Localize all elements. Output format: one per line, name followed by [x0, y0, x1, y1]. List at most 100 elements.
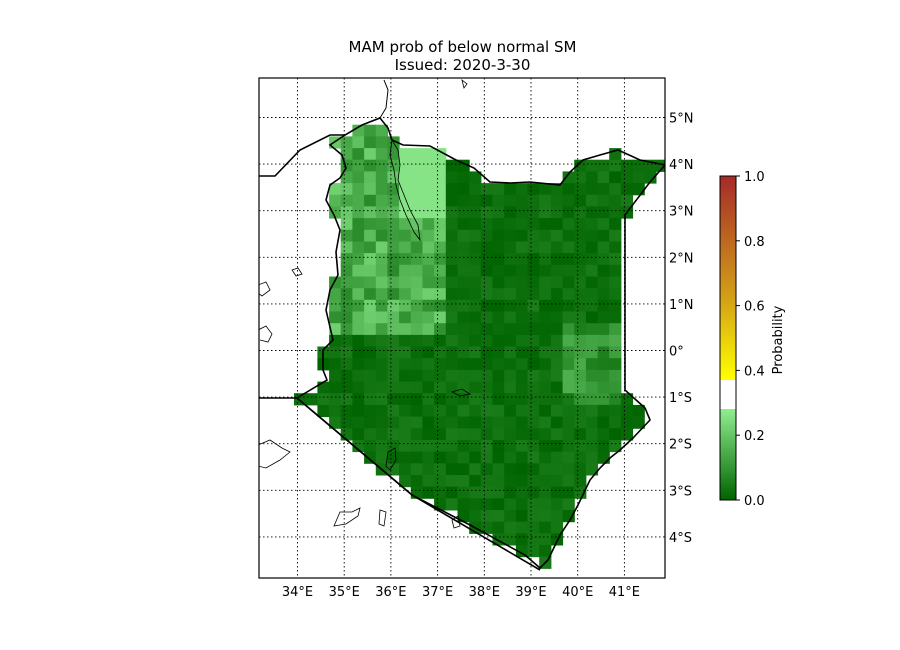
grid-cell — [352, 299, 365, 312]
grid-cell — [445, 428, 458, 441]
longitude-tick-label: 38°E — [469, 585, 500, 600]
grid-cell — [469, 264, 482, 277]
grid-cell — [562, 194, 575, 207]
grid-cell — [445, 498, 458, 511]
grid-cell — [422, 451, 435, 464]
grid-cell — [364, 159, 377, 172]
grid-cell — [527, 393, 540, 406]
grid-cell — [422, 148, 435, 161]
grid-cell — [480, 323, 493, 336]
grid-cell — [550, 451, 564, 464]
grid-cell — [609, 171, 622, 184]
grid-cell — [410, 428, 423, 441]
grid-cell — [329, 393, 342, 406]
grid-cell — [352, 124, 365, 137]
grid-cell — [445, 171, 458, 184]
grid-cell — [550, 206, 564, 219]
grid-cell — [492, 510, 505, 523]
grid-cell — [597, 194, 610, 207]
grid-cell — [422, 346, 435, 359]
grid-cell — [504, 299, 517, 312]
grid-cell — [434, 475, 447, 488]
grid-cell — [410, 346, 423, 359]
grid-cell — [410, 159, 423, 172]
grid-cell — [515, 323, 529, 336]
grid-cell — [469, 416, 482, 429]
grid-cell — [515, 498, 529, 511]
grid-cell — [469, 498, 482, 511]
grid-cell — [399, 183, 412, 196]
grid-cell — [422, 311, 435, 324]
latitude-tick-label: 3°S — [669, 484, 692, 499]
grid-cell — [539, 218, 552, 231]
grid-cell — [387, 183, 400, 196]
grid-cell — [434, 369, 447, 383]
lake-turkana-outline — [389, 138, 421, 242]
grid-cell — [434, 463, 447, 476]
grid-cell — [492, 358, 505, 371]
grid-cell — [515, 510, 529, 523]
grid-cell — [387, 358, 400, 371]
grid-cell — [457, 218, 470, 231]
grid-cell — [504, 498, 517, 511]
grid-cell — [562, 323, 575, 336]
grid-cell — [445, 206, 458, 219]
grid-cell — [457, 439, 470, 453]
grid-cell — [387, 299, 400, 312]
grid-cell — [539, 241, 552, 254]
grid-cell — [492, 404, 505, 418]
grid-cell — [457, 358, 470, 371]
grid-cell — [422, 334, 435, 348]
grid-cell — [632, 171, 645, 184]
grid-cell — [480, 498, 493, 511]
grid-cell — [539, 521, 552, 534]
grid-cell — [504, 393, 517, 406]
grid-cell — [492, 206, 505, 219]
grid-cell — [410, 369, 423, 383]
grid-cell — [585, 381, 599, 394]
grid-cell — [550, 521, 564, 534]
grid-cell — [457, 323, 470, 336]
grid-cell — [340, 159, 353, 172]
grid-cell — [480, 229, 493, 242]
grid-cell — [574, 206, 587, 219]
grid-cell — [585, 463, 599, 476]
grid-cell — [550, 218, 564, 231]
grid-cell — [550, 264, 564, 277]
grid-cell — [410, 241, 423, 254]
grid-cell — [469, 358, 482, 371]
grid-cell — [492, 253, 505, 266]
grid-cell — [434, 381, 447, 394]
grid-cell — [597, 229, 610, 242]
grid-cell — [585, 451, 599, 464]
grid-cell — [609, 369, 622, 383]
grid-cell — [550, 194, 564, 207]
grid-cell — [515, 264, 529, 277]
grid-cell — [364, 171, 377, 184]
lake-outline — [333, 507, 361, 527]
grid-cell — [329, 323, 342, 336]
grid-cell — [585, 183, 599, 196]
grid-cell — [504, 463, 517, 476]
grid-cell — [399, 288, 412, 301]
grid-cell — [445, 299, 458, 312]
grid-cell — [574, 334, 587, 348]
grid-cell — [410, 276, 423, 289]
grid-cell — [585, 393, 599, 406]
grid-cell — [340, 428, 353, 441]
grid-cell — [364, 124, 377, 137]
grid-cell — [492, 323, 505, 336]
grid-cell — [620, 183, 634, 196]
grid-cell — [620, 159, 634, 172]
grid-cell — [352, 416, 365, 429]
grid-cell — [480, 475, 493, 488]
grid-cell — [562, 475, 575, 488]
grid-cell — [527, 346, 540, 359]
grid-cell — [597, 393, 610, 406]
grid-cell — [375, 229, 388, 242]
grid-cell — [340, 369, 353, 383]
grid-cell — [562, 498, 575, 511]
grid-cell — [527, 428, 540, 441]
grid-cell — [504, 183, 517, 196]
grid-cell — [469, 428, 482, 441]
